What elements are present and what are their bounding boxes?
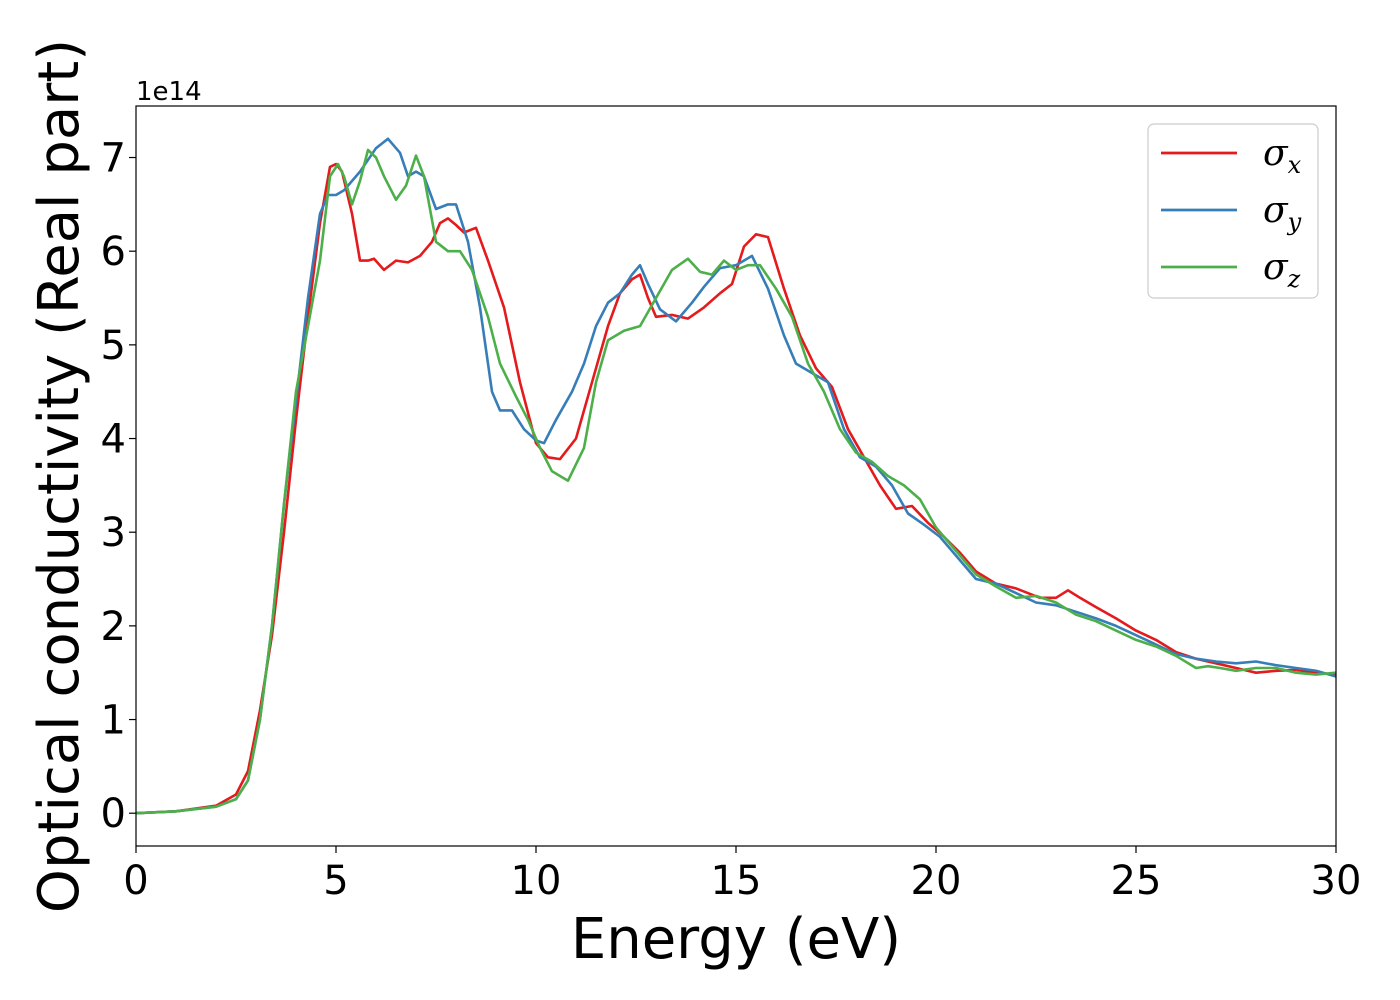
y-axis: 0 1 2 3 4 5 6 7 bbox=[101, 136, 136, 837]
x-axis: 0 5 10 15 20 25 30 bbox=[123, 846, 1361, 904]
y-tick-label: 5 bbox=[101, 323, 126, 369]
y-tick-label: 3 bbox=[101, 510, 126, 556]
x-tick-label: 25 bbox=[1111, 858, 1162, 904]
legend-label-z: σz bbox=[1263, 247, 1301, 293]
y-tick-label: 6 bbox=[101, 229, 126, 275]
y-tick-label: 1 bbox=[101, 698, 126, 744]
x-tick-label: 10 bbox=[511, 858, 562, 904]
y-axis-label: Optical conductivity (Real part) bbox=[27, 39, 92, 913]
x-tick-label: 5 bbox=[323, 858, 348, 904]
legend: σx σy σz bbox=[1147, 123, 1319, 299]
x-axis-label: Energy (eV) bbox=[571, 907, 901, 972]
y-tick-label: 2 bbox=[101, 604, 126, 650]
legend-label-x: σx bbox=[1263, 133, 1302, 179]
series-line-z bbox=[136, 148, 1336, 815]
legend-label-y: σy bbox=[1263, 190, 1302, 236]
x-tick-label: 15 bbox=[711, 858, 762, 904]
y-offset-label: 1e14 bbox=[136, 77, 202, 107]
y-tick-label: 7 bbox=[101, 136, 126, 182]
x-tick-label: 0 bbox=[123, 858, 148, 904]
series-layer bbox=[136, 137, 1336, 815]
x-tick-label: 20 bbox=[911, 858, 962, 904]
x-tick-label: 30 bbox=[1311, 858, 1362, 904]
y-tick-label: 4 bbox=[101, 417, 126, 463]
y-tick-label: 0 bbox=[101, 791, 126, 837]
